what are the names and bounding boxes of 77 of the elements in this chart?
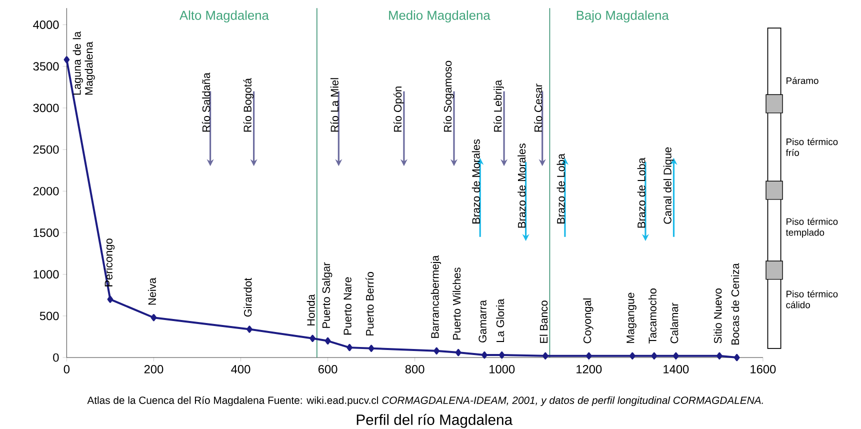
annotation: Sitio Nuevo — [714, 288, 722, 344]
point — [310, 334, 316, 342]
annotation: Barrancabermeja — [430, 255, 441, 338]
annotation: Río Saldaña — [202, 72, 210, 132]
y-tick-label: 500 — [40, 312, 59, 320]
x-tick-label: 800 — [405, 365, 424, 374]
annotation: Coyongal — [583, 298, 594, 344]
annotation: Puerto Wilches — [452, 268, 461, 340]
y-tick-label: 0 — [53, 353, 59, 362]
point — [673, 352, 679, 360]
x-tick-label: 0 — [64, 365, 70, 374]
annotation: Brazo de Loba — [556, 154, 565, 224]
y-tick-label: 4000 — [33, 20, 59, 30]
point — [346, 344, 352, 352]
y-tick-label: 1000 — [34, 270, 59, 279]
annotation: Canal del Dique — [663, 147, 674, 224]
annotation: Magangue — [626, 292, 636, 343]
annotation: Bajo Magdalena — [576, 10, 669, 23]
annotation: Girardot — [244, 278, 252, 317]
text: Atlas de la Cuenca del Río Magdalena Fuente: wiki.ead.pucv.cl CORMAGDALENA-IDEAM, 2001, y datos de perfil longitudinal CORMAGDALENA. — [87, 396, 763, 406]
y-tick-label: 3500 — [33, 62, 59, 71]
point — [482, 352, 488, 359]
point — [246, 326, 252, 333]
annotation: Alto Magdalena — [180, 10, 269, 23]
point — [64, 56, 70, 64]
x-tick-label: 1200 — [576, 365, 602, 374]
annotation: Río Cesar — [534, 84, 542, 132]
annotation: Puerto Salgar — [322, 262, 332, 328]
text: Piso térmico frío — [786, 138, 838, 156]
point — [434, 347, 440, 355]
annotation: Río Opón — [393, 86, 404, 132]
x-tick-label: 1000 — [490, 365, 515, 374]
annotation: Medio Magdalena — [389, 10, 490, 23]
point — [150, 314, 157, 322]
annotation: Neiva — [148, 278, 156, 305]
x-tick-label: 600 — [318, 365, 338, 374]
annotation: Río La Miel — [330, 78, 338, 132]
text: Perfil del río Magdalena — [356, 414, 513, 428]
annotation: Río Lebrija — [494, 80, 504, 132]
annotation: El Banco — [540, 300, 548, 343]
annotation: Brazo de Morales — [472, 139, 480, 224]
annotation: Laguna de la Magdalena — [72, 31, 95, 95]
x-tick-label: 400 — [231, 365, 250, 374]
annotation: Bocas de Ceniza — [731, 263, 740, 345]
point — [716, 352, 722, 360]
text: Piso térmico cálido — [786, 290, 838, 308]
point — [498, 352, 505, 359]
point — [368, 344, 374, 352]
annotation: Gamarra — [478, 300, 486, 342]
point — [586, 352, 592, 360]
x-tick-label: 200 — [144, 365, 164, 374]
annotation: Pericongo — [104, 238, 115, 286]
annotation: Puerto Berrío — [366, 272, 374, 336]
annotation: Brazo de Loba — [637, 158, 646, 228]
point — [324, 337, 331, 345]
y-tick-label: 2000 — [33, 187, 59, 196]
annotation: Río Sogamoso — [444, 61, 454, 132]
annotation: Brazo de Morales — [518, 144, 526, 228]
point — [734, 354, 740, 362]
y-tick-label: 2500 — [33, 145, 59, 154]
annotation: Honda — [306, 294, 315, 326]
annotation: Calamar — [670, 302, 678, 344]
y-tick-label: 1500 — [34, 228, 59, 238]
x-tick-label: 1400 — [664, 365, 689, 374]
annotation: Puerto Nare — [344, 277, 352, 335]
point — [542, 352, 548, 360]
text: Páramo — [786, 77, 818, 84]
text: Piso térmico templado — [786, 218, 838, 238]
annotation: La Gloria — [496, 298, 504, 342]
point — [629, 352, 636, 360]
point — [651, 352, 658, 360]
annotation: Tacamocho — [648, 288, 656, 344]
annotation: Río Bogotá — [243, 78, 254, 132]
point — [455, 349, 462, 356]
point — [107, 296, 114, 303]
y-tick-label: 3000 — [33, 104, 59, 112]
x-tick-label: 1600 — [750, 365, 776, 374]
